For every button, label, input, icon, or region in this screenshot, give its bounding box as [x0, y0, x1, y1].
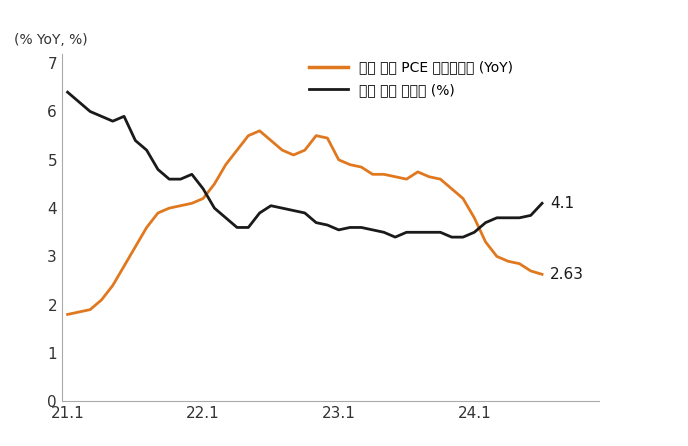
Text: 4.1: 4.1 — [550, 196, 574, 211]
Legend: 미국 근원 PCE 물가상승률 (YoY), 미국 전체 실업률 (%): 미국 근원 PCE 물가상승률 (YoY), 미국 전체 실업률 (%) — [309, 61, 513, 97]
Text: (% YoY, %): (% YoY, %) — [14, 33, 87, 46]
Text: 2.63: 2.63 — [550, 267, 584, 282]
